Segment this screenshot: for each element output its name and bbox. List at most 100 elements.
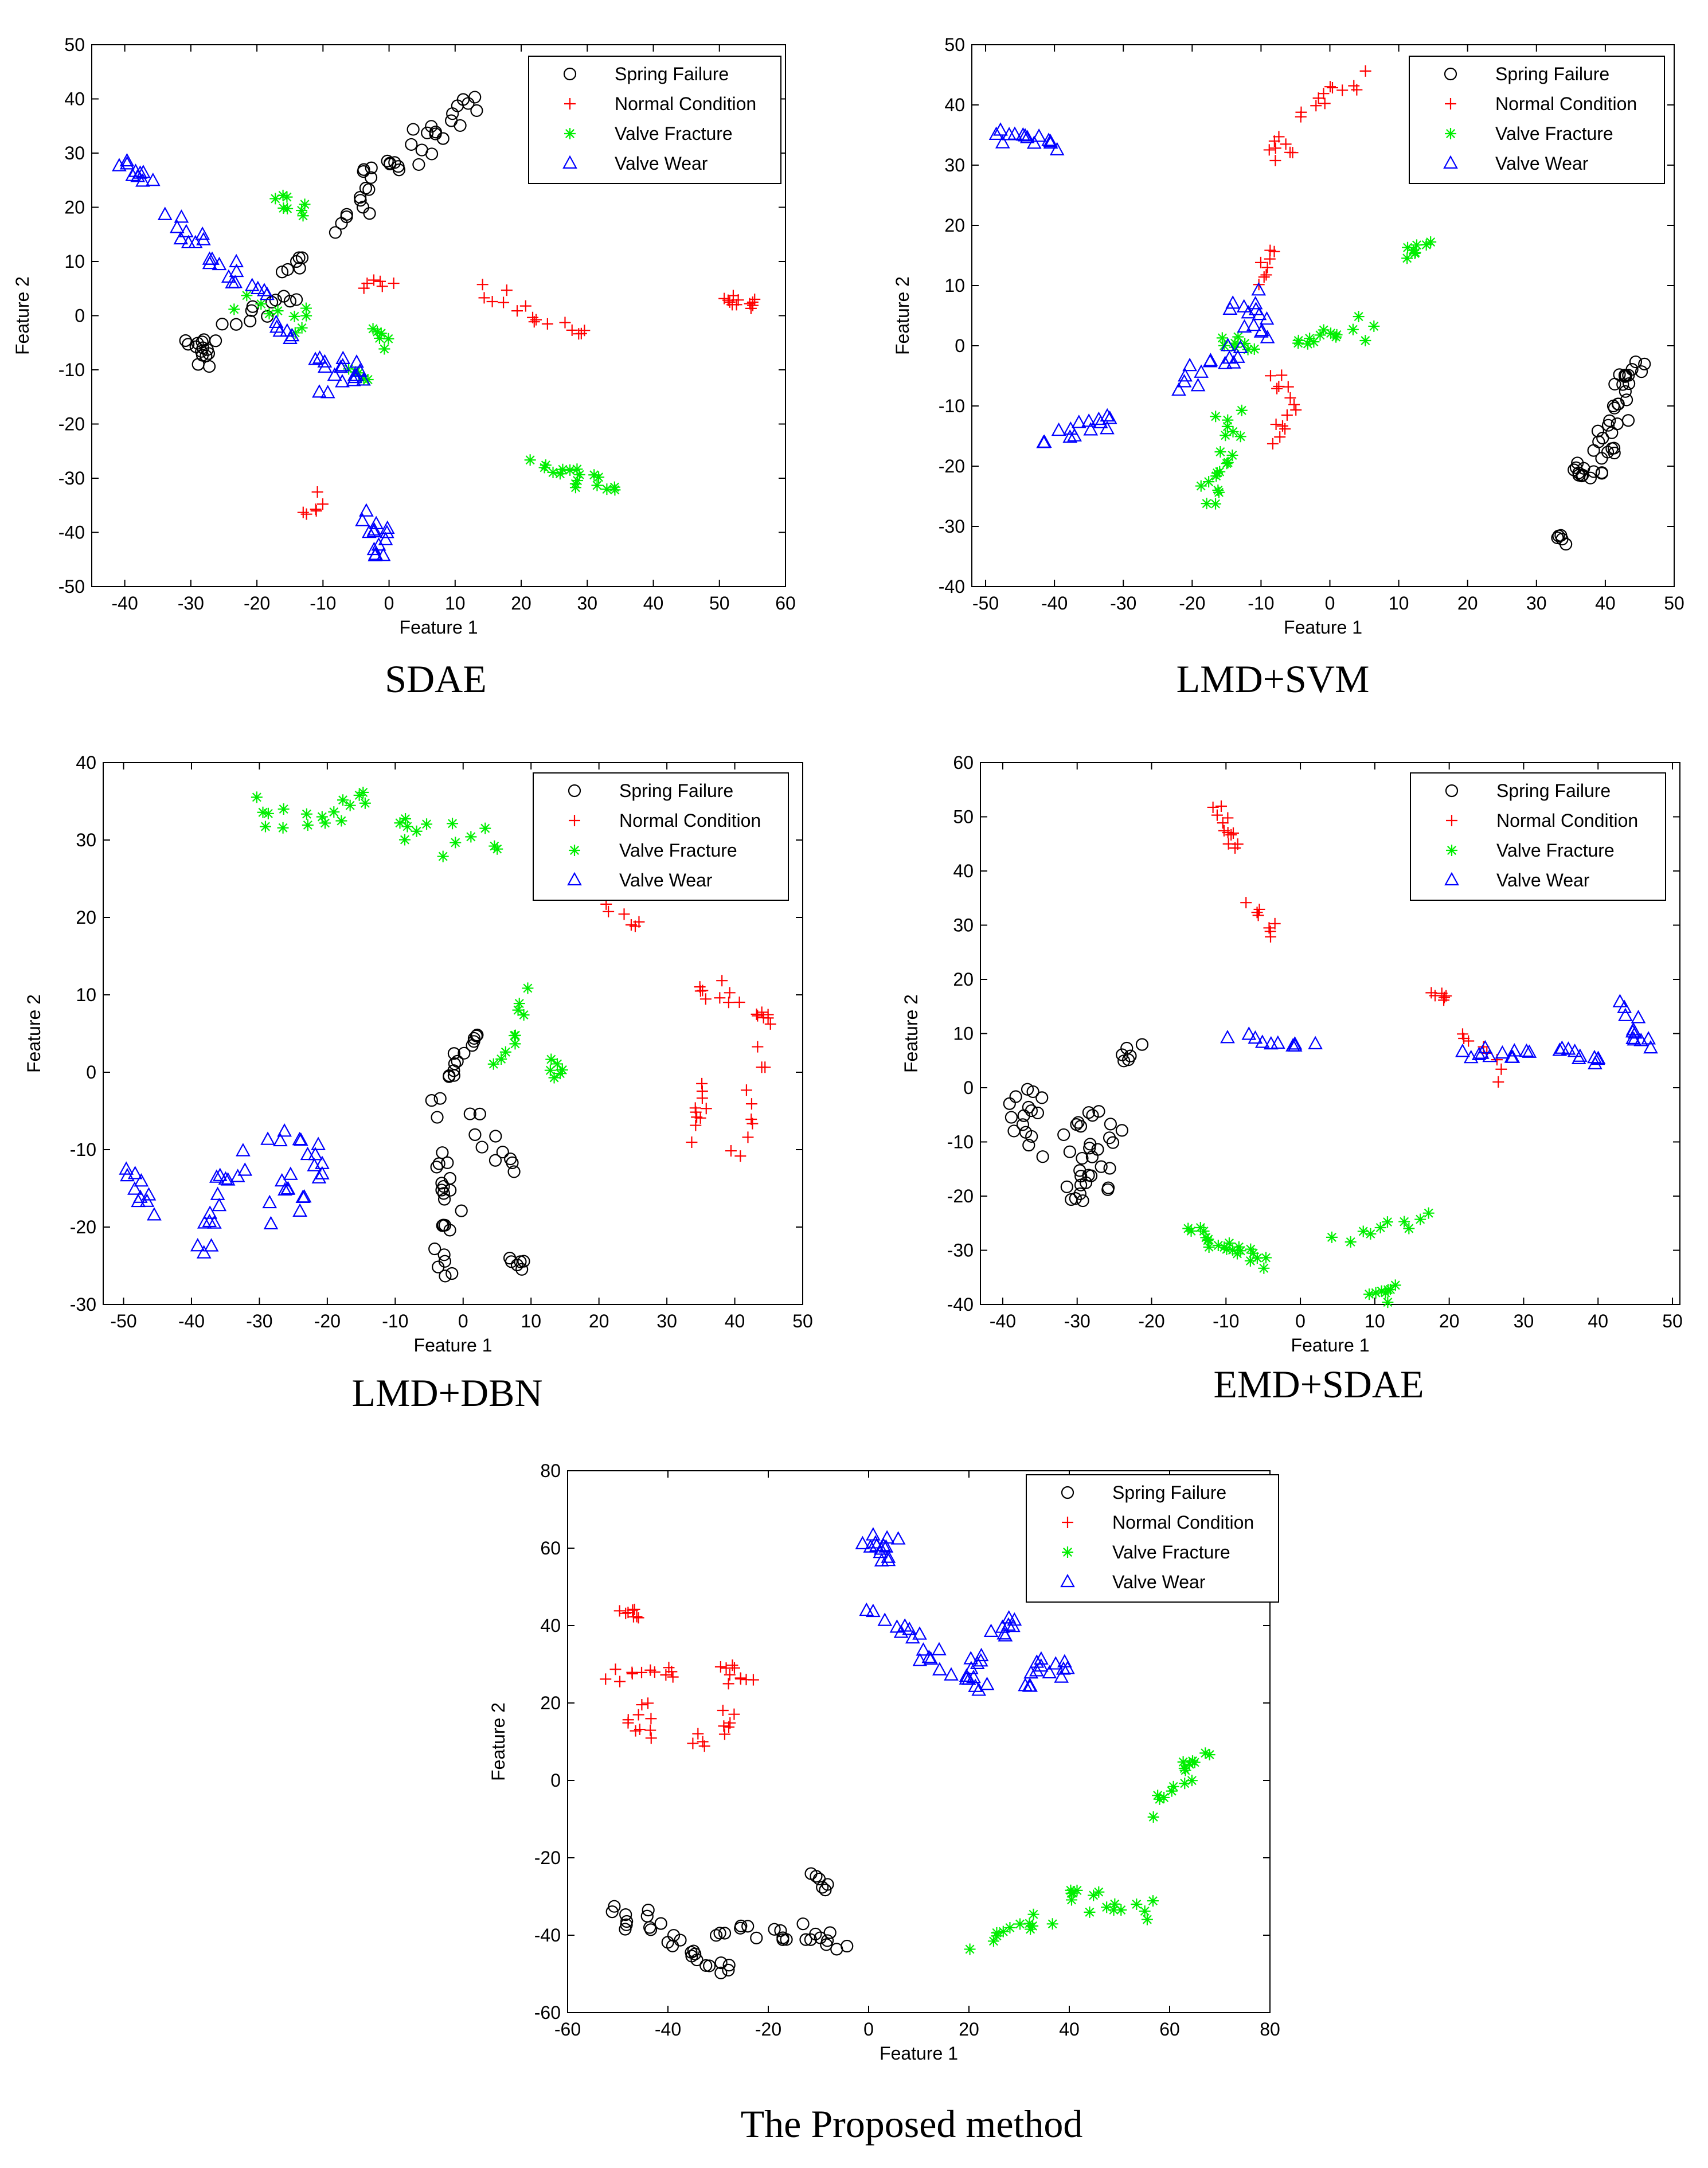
- point-valve-fracture: [382, 333, 394, 345]
- y-tick-label: -20: [939, 456, 965, 476]
- point-spring-failure: [357, 165, 370, 178]
- point-valve-wear: [1007, 1612, 1022, 1626]
- point-spring-failure: [447, 1047, 460, 1060]
- point-valve-wear: [1628, 1025, 1643, 1039]
- x-tick-label: -40: [111, 593, 138, 614]
- y-tick-label: 20: [944, 215, 965, 236]
- x-tick-label: 80: [1260, 2019, 1280, 2040]
- point-spring-failure: [488, 1154, 502, 1167]
- point-spring-failure: [1021, 1083, 1034, 1096]
- point-valve-wear: [260, 1131, 275, 1145]
- x-tick-label: -30: [246, 1311, 272, 1331]
- point-valve-wear: [1220, 338, 1236, 351]
- point-normal-condition: [1282, 381, 1294, 393]
- point-valve-wear: [366, 541, 382, 556]
- point-spring-failure: [445, 1267, 459, 1280]
- point-valve-fracture: [300, 302, 312, 314]
- point-valve-wear: [1230, 349, 1245, 363]
- point-valve-wear: [135, 173, 150, 187]
- x-tick-label: 10: [1365, 1311, 1385, 1331]
- point-spring-failure: [605, 1905, 619, 1919]
- point-normal-condition: [1211, 809, 1223, 821]
- point-valve-fracture: [1065, 1884, 1077, 1896]
- y-tick-label: -20: [58, 414, 85, 435]
- point-valve-wear: [147, 1207, 162, 1221]
- y-tick-label: 20: [540, 1693, 561, 1713]
- point-valve-wear: [359, 503, 374, 517]
- point-valve-fracture: [251, 791, 263, 803]
- point-spring-failure: [819, 1884, 832, 1897]
- y-tick-label: 30: [944, 155, 965, 175]
- x-tick-label: 60: [1159, 2019, 1180, 2040]
- caption-lmd-dbn: LMD+DBN: [351, 1371, 543, 1415]
- point-valve-fracture: [296, 205, 308, 217]
- legend-label-normal-condition: Normal Condition: [1112, 1512, 1254, 1533]
- point-spring-failure: [444, 114, 458, 127]
- point-spring-failure: [261, 310, 274, 323]
- point-valve-fracture: [1210, 498, 1222, 510]
- series-spring-failure: [179, 91, 483, 373]
- x-tick-label: 20: [511, 593, 531, 614]
- point-valve-wear: [229, 253, 244, 268]
- point-spring-failure: [1025, 1104, 1038, 1118]
- point-valve-fracture: [997, 1925, 1009, 1937]
- legend-marker-normal-condition: [1445, 98, 1456, 110]
- x-tick-label: -20: [314, 1311, 341, 1331]
- point-normal-condition: [1287, 147, 1299, 159]
- point-valve-fracture: [300, 310, 312, 322]
- points: [112, 91, 761, 561]
- point-valve-wear: [277, 1182, 292, 1196]
- series-spring-failure: [425, 1028, 530, 1283]
- point-normal-condition: [1495, 1063, 1507, 1075]
- point-valve-fracture: [297, 210, 309, 222]
- y-tick-label: 30: [76, 830, 96, 850]
- point-valve-wear: [284, 327, 300, 342]
- point-normal-condition: [620, 1607, 632, 1619]
- point-valve-wear: [902, 1621, 917, 1635]
- point-normal-condition: [1274, 431, 1286, 443]
- point-spring-failure: [1587, 465, 1600, 478]
- point-valve-wear: [355, 513, 370, 526]
- point-valve-wear: [119, 153, 135, 167]
- point-valve-wear: [1049, 142, 1065, 155]
- point-valve-fracture: [1108, 1904, 1120, 1916]
- point-normal-condition: [636, 1666, 648, 1678]
- y-axis-label: Feature 2: [892, 276, 913, 355]
- y-tick-label: 20: [64, 197, 85, 218]
- point-valve-wear: [257, 283, 272, 296]
- point-valve-fracture: [564, 464, 576, 476]
- series-valve-wear: [112, 153, 395, 561]
- x-tick-label: 30: [577, 593, 597, 614]
- point-spring-failure: [475, 1140, 488, 1154]
- point-valve-wear: [210, 1186, 225, 1200]
- point-valve-fracture: [421, 818, 433, 830]
- point-valve-wear: [1495, 1045, 1510, 1059]
- x-tick-label: -20: [1138, 1311, 1164, 1331]
- point-normal-condition: [1288, 399, 1300, 411]
- point-valve-fracture: [1408, 244, 1420, 256]
- point-valve-wear: [205, 251, 220, 265]
- point-valve-wear: [236, 1143, 251, 1157]
- x-tick-label: -40: [990, 1311, 1016, 1331]
- point-spring-failure: [1063, 1145, 1076, 1158]
- legend-label-spring-failure: Spring Failure: [619, 780, 733, 801]
- point-spring-failure: [1551, 531, 1564, 545]
- point-valve-fracture: [1147, 1811, 1159, 1823]
- point-spring-failure: [179, 334, 192, 347]
- point-valve-wear: [1222, 301, 1238, 315]
- point-valve-wear: [1083, 422, 1099, 436]
- point-valve-wear: [1202, 354, 1218, 368]
- legend: Spring Failure Normal Condition Valve Frac…: [528, 56, 781, 184]
- point-normal-condition: [1207, 801, 1219, 813]
- point-spring-failure: [750, 1931, 763, 1944]
- point-spring-failure: [1084, 1138, 1097, 1151]
- point-normal-condition: [486, 295, 498, 307]
- x-tick-label: -30: [1110, 593, 1136, 614]
- point-normal-condition: [632, 1612, 644, 1624]
- legend-label-valve-fracture: Valve Fracture: [1496, 840, 1615, 861]
- point-valve-fracture: [344, 799, 356, 811]
- point-normal-condition: [634, 1724, 646, 1736]
- point-normal-condition: [1270, 419, 1282, 431]
- point-valve-wear: [932, 1642, 947, 1655]
- point-valve-fracture: [1347, 323, 1359, 335]
